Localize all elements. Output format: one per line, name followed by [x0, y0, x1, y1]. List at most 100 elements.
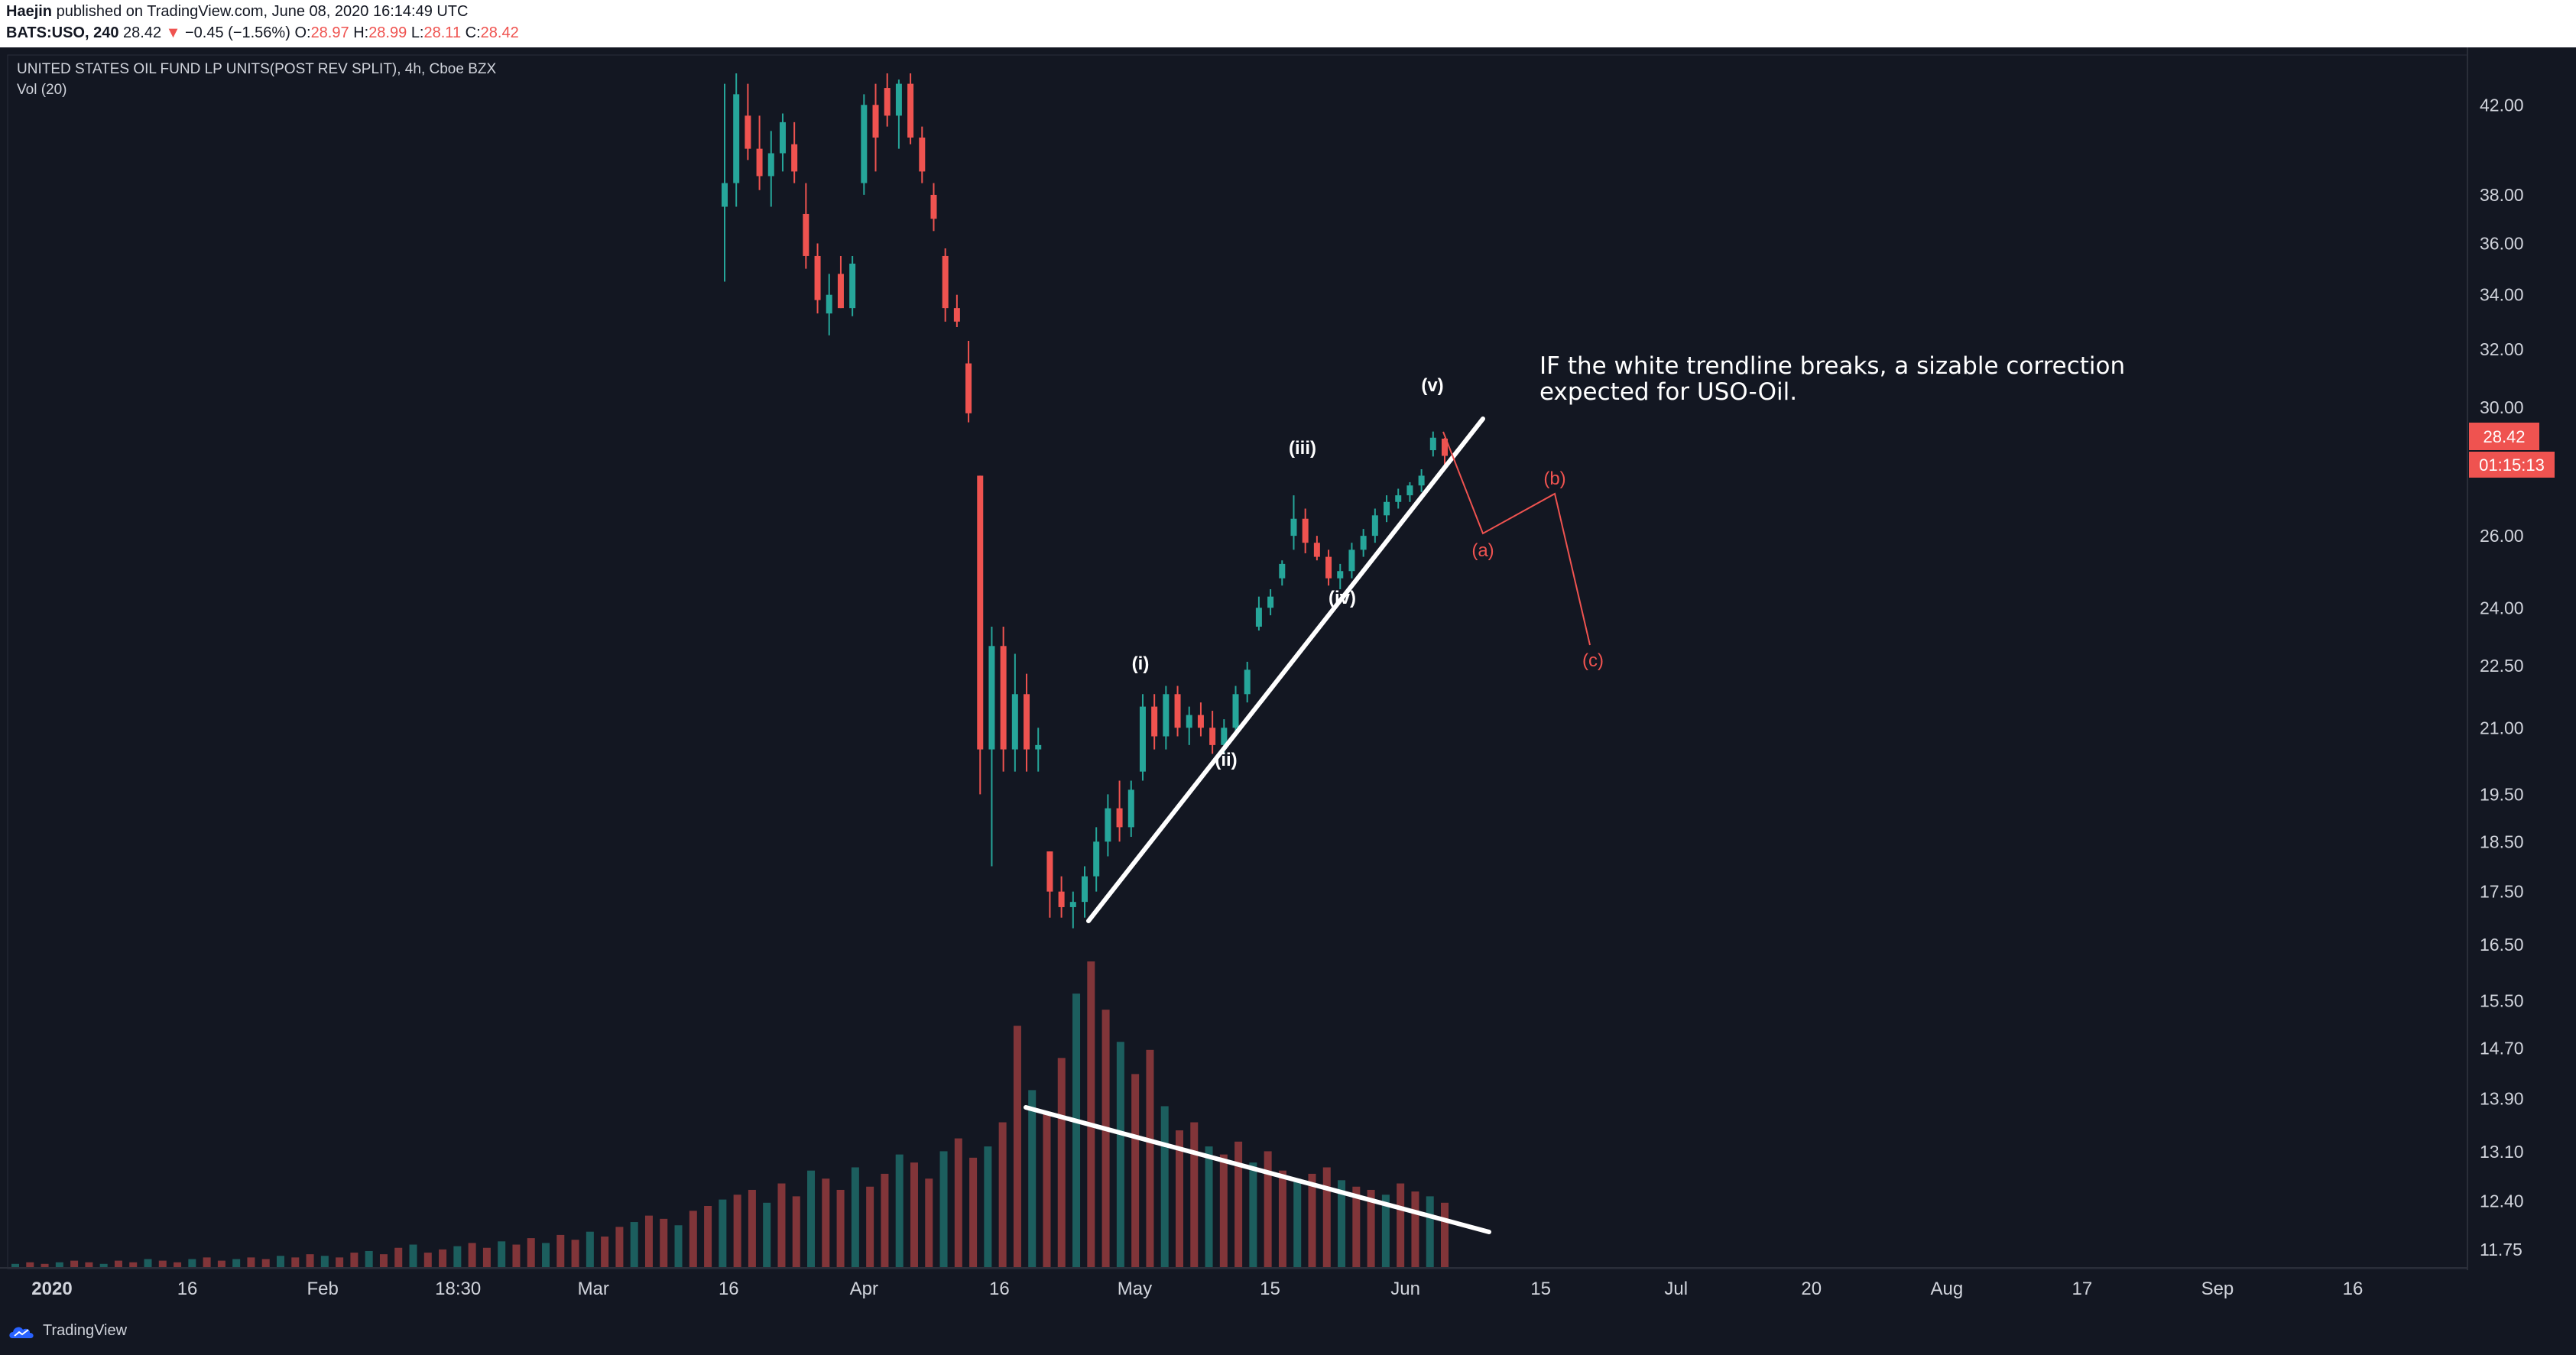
time-tick-label: Jul	[1664, 1279, 1688, 1299]
volume-bar	[423, 1253, 432, 1267]
volume-bar	[70, 1260, 79, 1267]
candle-body	[1313, 543, 1320, 557]
price-trendline[interactable]	[1086, 417, 1485, 923]
volume-bar	[1397, 1183, 1405, 1267]
candle-body	[1069, 902, 1076, 907]
volume-bar	[232, 1259, 241, 1267]
candle-body	[1442, 438, 1448, 456]
volume-bar	[498, 1241, 506, 1267]
candle-body	[1011, 694, 1018, 750]
candle	[1267, 589, 1274, 616]
candle	[826, 274, 832, 336]
volume-bar	[291, 1257, 300, 1267]
annotation-line-2[interactable]: expected for USO-Oil.	[1539, 378, 1797, 406]
volume-bar	[129, 1262, 138, 1267]
candle	[1255, 596, 1262, 631]
time-tick-label: 15	[1260, 1279, 1280, 1299]
candle-body	[1337, 571, 1344, 579]
volume-bar	[1146, 1049, 1154, 1267]
candle	[756, 115, 763, 190]
wave-label-iv: (iv)	[1329, 588, 1356, 608]
wave-label-v: (v)	[1421, 375, 1443, 396]
price-tick-label: 13.10	[2480, 1142, 2524, 1162]
volume-bar	[379, 1254, 388, 1267]
chart-background	[0, 47, 2576, 1314]
volume-bar	[41, 1263, 49, 1267]
volume-bar	[719, 1199, 727, 1267]
price-tick-label: 36.00	[2480, 234, 2524, 254]
volume-trendline[interactable]	[1024, 1105, 1491, 1234]
candle	[1290, 495, 1297, 550]
candle	[1360, 529, 1367, 557]
price-axis[interactable]: 42.00 38.00 36.00 34.00 32.00 30.00 26.00 24.00…	[2480, 95, 2524, 1259]
volume-bar	[969, 1157, 978, 1267]
ohlc-values: O:28.97 H:28.99 L:28.11 C:28.42	[294, 24, 518, 41]
candle	[1244, 661, 1251, 703]
candle	[1442, 438, 1448, 466]
volume-bar	[306, 1254, 314, 1267]
annotation-line-1[interactable]: IF the white trendline breaks, a sizable…	[1539, 352, 2125, 380]
volume-bar	[1426, 1196, 1434, 1267]
tradingview-brand: TradingView	[43, 1322, 128, 1339]
volume-bar	[1043, 1114, 1051, 1267]
volume-bar	[1175, 1130, 1183, 1267]
time-axis[interactable]: 2020 16 Feb 18:30 Mar 16 Apr 16 May 15 Jun 15 Jul 20 A…	[31, 1279, 2363, 1299]
price-tick-label: 19.50	[2480, 784, 2524, 804]
tradingview-cloud-icon	[9, 1326, 34, 1338]
volume-bar	[615, 1227, 624, 1267]
volume-bar	[174, 1262, 182, 1267]
price-tick-label: 13.90	[2480, 1088, 2524, 1108]
volume-bar	[55, 1262, 63, 1267]
candle	[872, 83, 879, 172]
candle-body	[872, 105, 879, 138]
candle-body	[1174, 694, 1181, 728]
candle-body	[756, 148, 763, 177]
candle	[942, 248, 949, 322]
tradingview-logo[interactable]: TradingView	[8, 1322, 127, 1340]
candle-body	[1395, 495, 1402, 502]
candle	[1082, 866, 1088, 918]
volume-bar	[1308, 1173, 1316, 1267]
candle-body	[722, 183, 728, 207]
volume-bar	[851, 1167, 859, 1267]
price-tick-label: 17.50	[2480, 882, 2524, 902]
candle-body	[1371, 515, 1378, 536]
candle	[1024, 673, 1030, 772]
price-tick-label: 14.70	[2480, 1039, 2524, 1058]
author-name[interactable]: Haejin	[6, 3, 53, 20]
volume-bar	[1190, 1122, 1199, 1267]
candle-body	[988, 646, 995, 750]
candle	[965, 341, 972, 423]
volume-bar	[1278, 1170, 1286, 1267]
candle-body	[930, 194, 937, 219]
candle-body	[1209, 728, 1216, 745]
volume-bar	[984, 1146, 992, 1267]
volume-bar	[1160, 1106, 1169, 1267]
candle-body	[942, 255, 949, 309]
correction-path[interactable]	[1442, 431, 1591, 646]
volume-bar	[336, 1257, 344, 1267]
time-tick-label: 16	[719, 1279, 739, 1299]
candle-body	[1384, 501, 1390, 516]
time-tick-label: 2020	[31, 1279, 72, 1299]
time-tick-label: Aug	[1930, 1279, 1963, 1299]
correction-label-c: (c)	[1582, 650, 1604, 671]
candle	[1429, 431, 1436, 457]
price-tick-label: 18.50	[2480, 831, 2524, 851]
volume-bar	[601, 1237, 609, 1267]
candle-body	[745, 115, 751, 149]
ohlc-line: BATS:USO, 240 28.42 ▼ −0.45 (−1.56%) O:2…	[6, 24, 519, 42]
volume-bar	[217, 1260, 225, 1267]
published-text: published on TradingView.com, June 08, 2…	[56, 3, 469, 20]
volume-bar	[630, 1222, 638, 1267]
time-tick-label: 20	[1801, 1279, 1822, 1299]
price-chart[interactable]: UNITED STATES OIL FUND LP UNITS(POST REV…	[0, 47, 2576, 1314]
candle	[1209, 711, 1216, 754]
candle-body	[977, 475, 984, 750]
candle-body	[791, 144, 798, 172]
volume-bar	[1293, 1178, 1302, 1267]
volume-bar	[1028, 1090, 1037, 1267]
candle	[1116, 780, 1123, 842]
candle-body	[884, 88, 891, 116]
candle	[1093, 827, 1100, 892]
